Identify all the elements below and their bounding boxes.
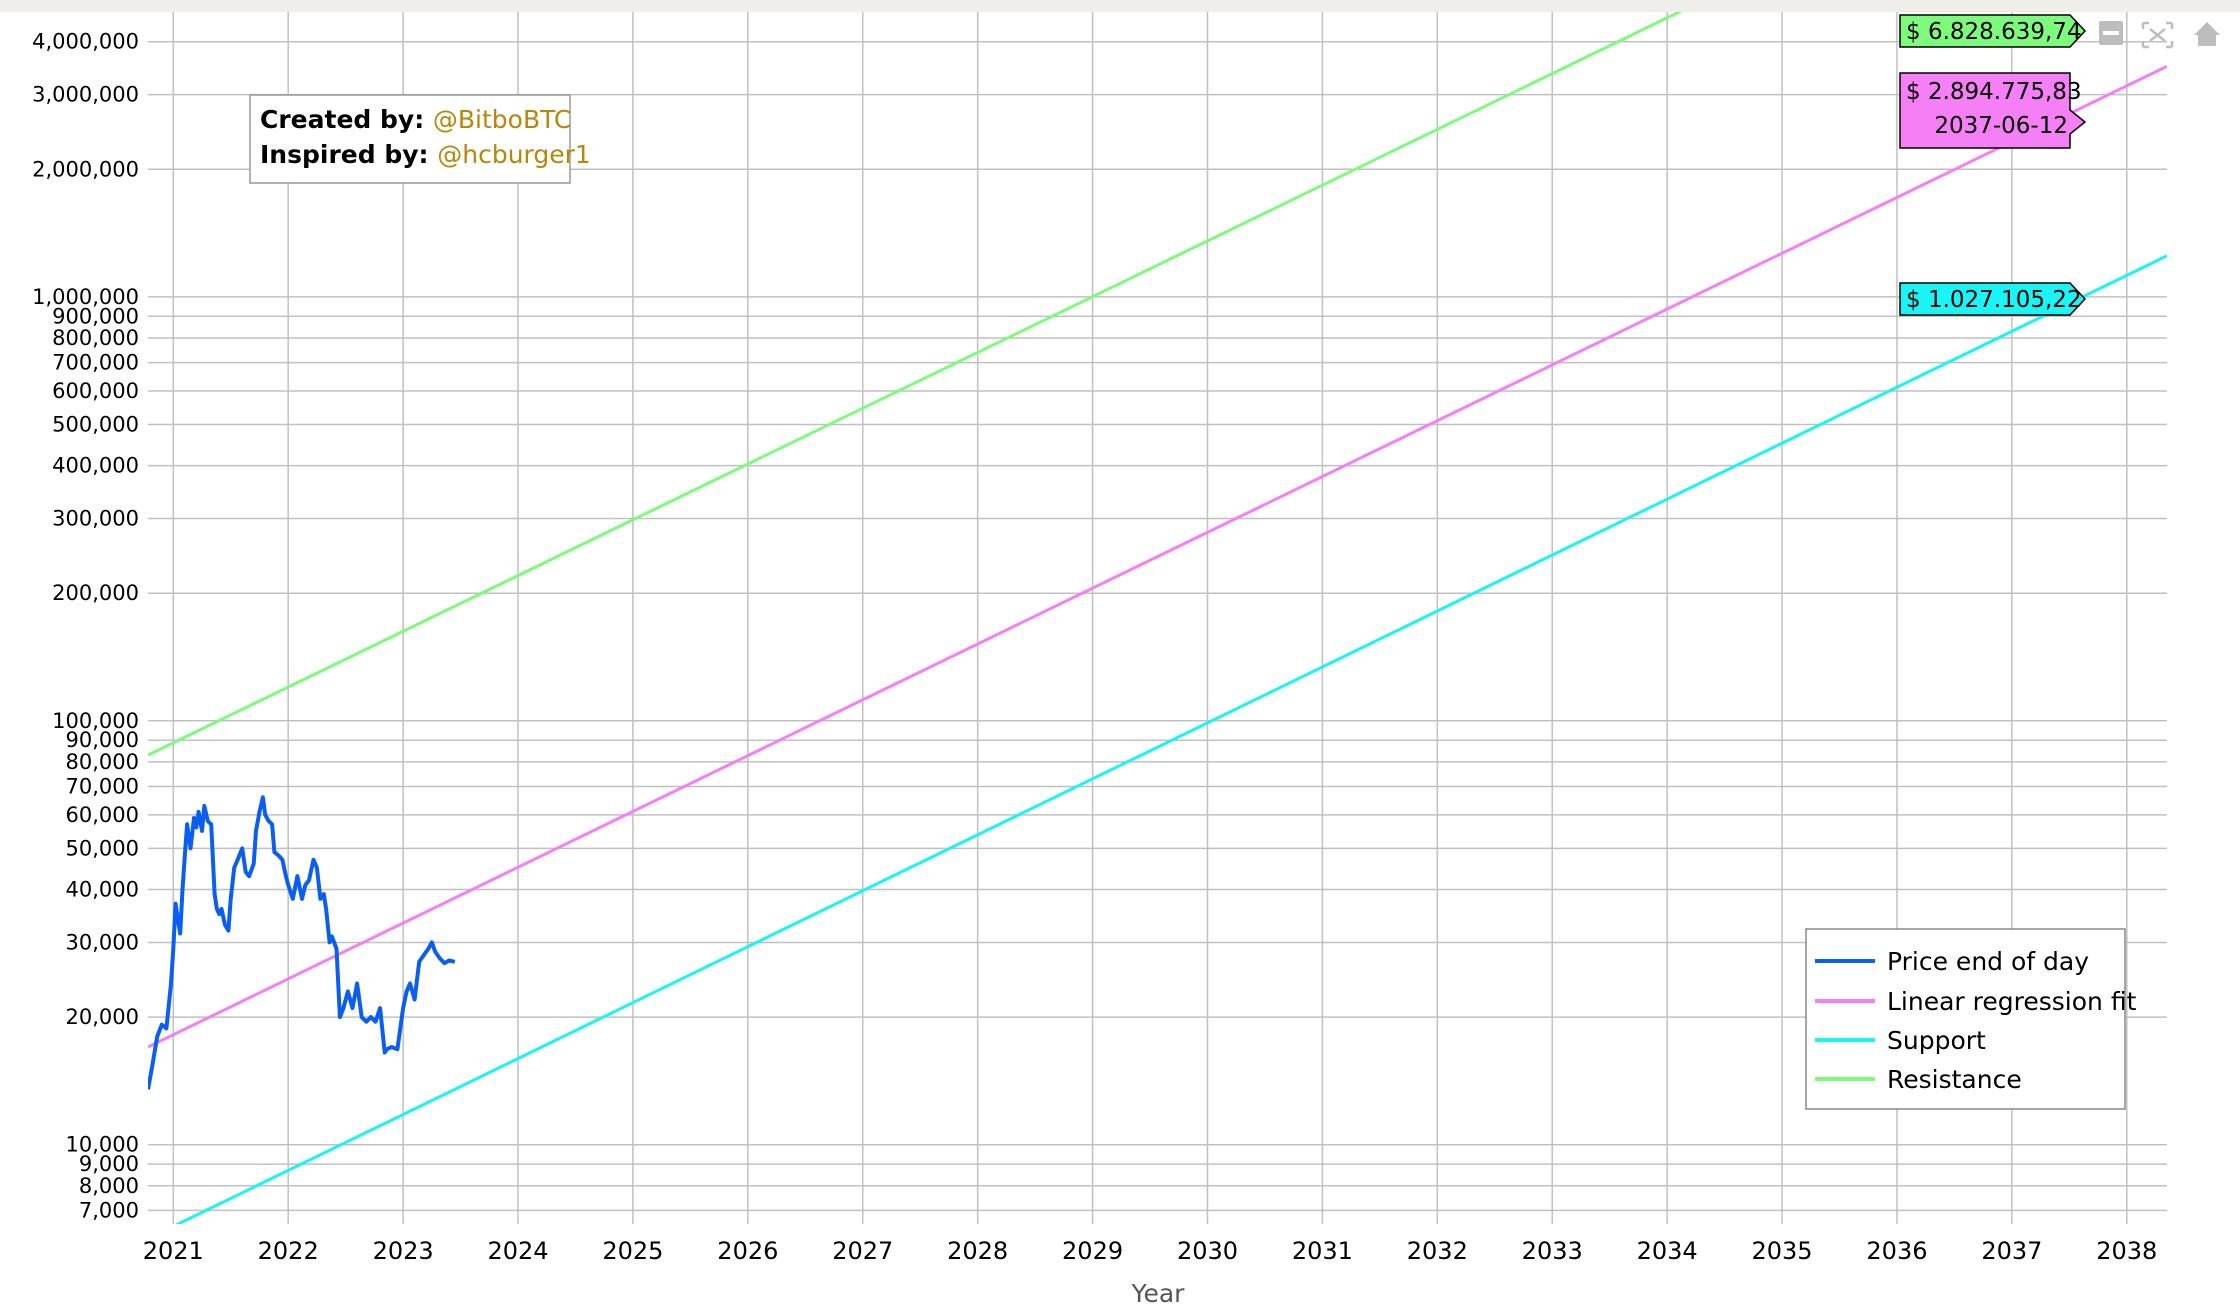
x-tick-label: 2023 [373, 1237, 434, 1265]
support-value-tag: $ 1.027.105,22 [1899, 282, 2087, 316]
y-tick-label: 30,000 [66, 930, 139, 954]
y-tick-label: 800,000 [52, 326, 139, 350]
x-tick-label: 2025 [602, 1237, 663, 1265]
y-tick-label: 700,000 [52, 351, 139, 375]
y-tick-label: 10,000 [66, 1133, 139, 1157]
y-tick-label: 300,000 [52, 507, 139, 531]
resistance-value-label: $ 6.828.639,74 [1906, 19, 2082, 45]
y-tick-label: 20,000 [66, 1005, 139, 1029]
y-tick-label: 400,000 [52, 454, 139, 478]
x-tick-label: 2021 [143, 1237, 204, 1265]
x-tick-label: 2029 [1062, 1237, 1123, 1265]
y-tick-label: 40,000 [66, 877, 139, 901]
x-tick-label: 2031 [1292, 1237, 1353, 1265]
y-tick-label: 80,000 [66, 750, 139, 774]
x-tick-label: 2037 [1981, 1237, 2042, 1265]
y-tick-label: 1,000,000 [32, 285, 139, 309]
credits-box: Created by: @BitboBTC Inspired by: @hcbu… [249, 94, 591, 184]
x-tick-label: 2038 [2096, 1237, 2157, 1265]
modebar[interactable] [2099, 21, 2220, 49]
x-tick-label: 2026 [717, 1237, 778, 1265]
support-value-label: $ 1.027.105,22 [1906, 287, 2082, 313]
y-tick-label: 500,000 [52, 413, 139, 437]
resistance-line [148, 12, 1683, 757]
created-by-label: Created by: [260, 105, 433, 134]
inspired-by-line: Inspired by: @hcburger1 [260, 140, 591, 169]
home-icon[interactable] [2194, 22, 2220, 46]
regression-line [148, 64, 2167, 1049]
x-axis-ticks: 2021 2022 2023 2024 2025 2026 2027 2028 2029 2030… [143, 1237, 2158, 1265]
y-tick-label: 4,000,000 [32, 30, 139, 54]
inspired-by-handle[interactable]: @hcburger1 [437, 140, 591, 169]
created-by-handle[interactable]: @BitboBTC [433, 105, 571, 134]
y-tick-label: 900,000 [52, 304, 139, 328]
x-tick-label: 2030 [1177, 1237, 1238, 1265]
fit-date-label: 2037-06-12 [1934, 113, 2068, 139]
grid-lines [148, 12, 2167, 1224]
y-tick-label: 7,000 [79, 1198, 139, 1222]
support-line [174, 254, 2167, 1224]
resistance-value-tag: $ 6.828.639,74 [1899, 14, 2087, 48]
legend-label-support[interactable]: Support [1887, 1026, 1986, 1055]
x-tick-label: 2035 [1752, 1237, 1813, 1265]
legend-label-fit[interactable]: Linear regression fit [1887, 987, 2137, 1016]
y-tick-label: 3,000,000 [32, 83, 139, 107]
y-tick-label: 9,000 [79, 1152, 139, 1176]
x-tick-label: 2027 [832, 1237, 893, 1265]
x-tick-label: 2032 [1407, 1237, 1468, 1265]
price-line [148, 795, 456, 1090]
legend[interactable]: Price end of day Linear regression fit S… [1805, 928, 2137, 1110]
y-tick-label: 100,000 [52, 709, 139, 733]
created-by-line: Created by: @BitboBTC [260, 105, 571, 134]
x-tick-label: 2034 [1637, 1237, 1698, 1265]
fit-value-tag: $ 2.894.775,83 2037-06-12 [1899, 72, 2087, 149]
y-tick-label: 2,000,000 [32, 157, 139, 181]
x-tick-label: 2024 [487, 1237, 548, 1265]
legend-label-price[interactable]: Price end of day [1887, 947, 2089, 976]
autoscale-icon[interactable] [2141, 21, 2174, 49]
x-tick-label: 2022 [258, 1237, 319, 1265]
x-tick-label: 2028 [947, 1237, 1008, 1265]
legend-label-resistance[interactable]: Resistance [1887, 1065, 2022, 1094]
top-bar [0, 0, 2240, 12]
y-tick-label: 200,000 [52, 581, 139, 605]
inspired-by-label: Inspired by: [260, 140, 437, 169]
y-tick-label: 60,000 [66, 803, 139, 827]
y-tick-label: 8,000 [79, 1174, 139, 1198]
y-tick-label: 90,000 [66, 728, 139, 752]
x-tick-label: 2036 [1866, 1237, 1927, 1265]
y-tick-label: 600,000 [52, 379, 139, 403]
minus-icon[interactable] [2099, 21, 2123, 45]
x-tick-label: 2033 [1522, 1237, 1583, 1265]
series-group [148, 12, 2167, 1224]
y-tick-label: 70,000 [66, 774, 139, 798]
fit-value-label: $ 2.894.775,83 [1906, 79, 2082, 105]
y-tick-label: 50,000 [66, 836, 139, 860]
x-axis-title: Year [1131, 1279, 1186, 1308]
